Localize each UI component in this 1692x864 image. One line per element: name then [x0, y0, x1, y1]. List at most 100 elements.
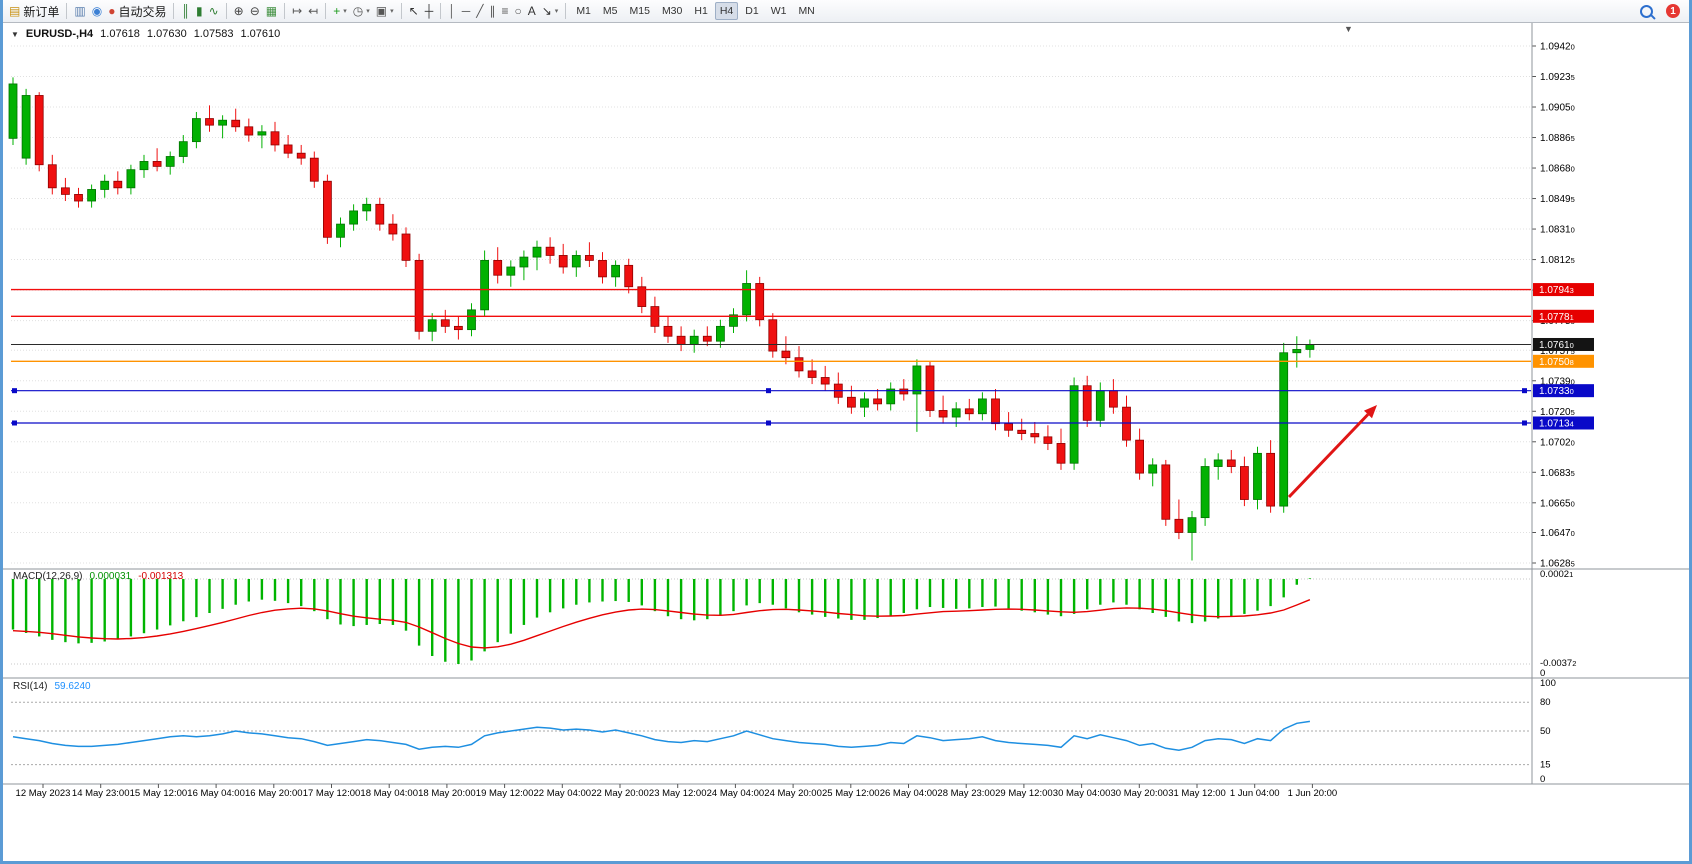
tile-windows-button[interactable]: ▦ [263, 2, 280, 21]
chart-end-marker-icon[interactable]: ▼ [1344, 24, 1353, 34]
rsi-line [12, 720, 1311, 751]
svg-text:24 May 04:00: 24 May 04:00 [707, 788, 765, 799]
chart-window: 1.09420 1.09235 1.09050 1.08865 1.08680 1.084… [3, 23, 1689, 861]
trendline-icon: ╱ [476, 4, 484, 18]
ohlc-low: 1.07583 [193, 28, 234, 40]
channel-button[interactable]: ∥ [486, 2, 498, 21]
toolbar-buttons: ▤ 新订单 ▥ ◉ ● 自动交易 ║ ▮ ∿ ⊕ ⊖ ▦ ↦ ↤ + ▾ ◷ ▾ ▣ ▾ ↖ ┼ │ ─ ╱ ∥ ≡ ○ A ↘ ▾ M1 M5… [6, 2, 821, 21]
new-order-button[interactable]: ▤ 新订单 [6, 2, 62, 21]
chart-shift-button[interactable]: ↤ [305, 2, 321, 21]
price-line-1.07508[interactable]: 1.07508 [11, 354, 1594, 368]
timeframe-m15-button[interactable]: M15 [629, 5, 650, 17]
timeframe-m30-button[interactable]: M30 [661, 5, 683, 17]
svg-text:25 May 12:00: 25 May 12:00 [822, 788, 880, 799]
periods-button[interactable]: ◷ ▾ [350, 2, 373, 21]
bar-chart-button[interactable]: ║ [178, 2, 193, 21]
svg-text:100: 100 [1540, 678, 1556, 689]
text-button[interactable]: A [525, 2, 539, 21]
chart-shift-icon: ↤ [308, 4, 319, 18]
pane-dividers [3, 23, 1689, 785]
cursor-button[interactable]: ↖ [406, 2, 422, 21]
vertical-line-button[interactable]: │ [445, 2, 459, 21]
toolbar-separator [284, 3, 286, 19]
chart-collapse-icon[interactable]: ▼ [11, 29, 19, 39]
trend-arrow-annotation[interactable] [1287, 405, 1377, 499]
indicators-button[interactable]: + ▾ [330, 2, 350, 21]
svg-text:1 Jun 20:00: 1 Jun 20:00 [1288, 788, 1338, 799]
toolbar-separator [325, 3, 327, 19]
timeframe-d1-button[interactable]: D1 [745, 5, 759, 17]
price-tag [1533, 416, 1594, 430]
dropdown-icon: ▾ [366, 8, 370, 15]
horizontal-line-button[interactable]: ─ [459, 2, 474, 21]
svg-text:1.06470: 1.06470 [1540, 528, 1575, 539]
timeframe-h1-button[interactable]: H1 [694, 5, 708, 17]
dropdown-icon: ▾ [554, 8, 559, 15]
rsi-name: RSI(14) [13, 681, 48, 692]
auto-trading-icon: ● [108, 4, 116, 18]
arrows-button[interactable]: ↘ ▾ [539, 2, 562, 21]
fibonacci-icon: ≡ [501, 4, 509, 18]
svg-text:15 May 12:00: 15 May 12:00 [130, 788, 188, 799]
svg-text:1.08125: 1.08125 [1540, 255, 1575, 266]
vertical-line-icon: │ [448, 4, 456, 18]
auto-scroll-button[interactable]: ↦ [289, 2, 305, 21]
svg-text:1.09420: 1.09420 [1540, 42, 1575, 53]
auto-trading-button[interactable]: ● 自动交易 [105, 2, 169, 21]
toolbar-separator [440, 3, 442, 19]
svg-text:0: 0 [1540, 774, 1545, 785]
price-line-1.07781[interactable]: 1.07781 [11, 309, 1594, 323]
svg-text:1.07508: 1.07508 [1539, 357, 1574, 368]
svg-text:1.06285: 1.06285 [1540, 558, 1575, 569]
price-line-1.07943[interactable]: 1.07943 [11, 283, 1594, 297]
auto-trading-label: 自动交易 [118, 4, 167, 19]
svg-text:26 May 04:00: 26 May 04:00 [880, 788, 938, 799]
charts-icon: ▥ [74, 4, 86, 18]
notification-badge[interactable]: 1 [1666, 4, 1680, 18]
price-line-1.07330[interactable]: 1.07330 [11, 384, 1594, 398]
price-line-1.07134[interactable]: 1.07134 [11, 416, 1594, 430]
timeframe-mn-button[interactable]: MN [798, 5, 815, 17]
rsi-value: 59.6240 [54, 681, 91, 692]
timeframe-w1-button[interactable]: W1 [770, 5, 787, 17]
text-icon: A [527, 4, 536, 18]
svg-text:80: 80 [1540, 697, 1551, 708]
price-tag [1533, 283, 1594, 297]
candlestick-chart-icon: ▮ [195, 4, 203, 18]
zoom-in-button[interactable]: ⊕ [231, 2, 247, 21]
templates-icon: ▣ [375, 4, 388, 18]
timeframe-m5-button[interactable]: M5 [602, 5, 618, 17]
crosshair-button[interactable]: ┼ [422, 2, 437, 21]
fibonacci-button[interactable]: ≡ [498, 2, 511, 21]
timeframe-m1-button[interactable]: M1 [576, 5, 591, 17]
chart-ohlc-label: ▼ EURUSD-,H4 1.07618 1.07630 1.07583 1.0… [11, 28, 280, 40]
price-tag [1533, 384, 1594, 398]
price-tag [1533, 337, 1594, 351]
svg-text:28 May 23:00: 28 May 23:00 [937, 788, 995, 799]
svg-text:1.08680: 1.08680 [1540, 164, 1575, 175]
charts-button[interactable]: ▥ [71, 2, 88, 21]
line-chart-button[interactable]: ∿ [206, 2, 222, 21]
svg-text:1.07205: 1.07205 [1540, 407, 1575, 418]
shapes-button[interactable]: ○ [511, 2, 524, 21]
current-price-line-1.07610[interactable]: 1.07610 [11, 337, 1594, 351]
horizontal-price-lines: 1.07943 1.07781 1.07610 1.07508 1.07330 1.071… [11, 283, 1594, 430]
chart-canvas[interactable]: 1.09420 1.09235 1.09050 1.08865 1.08680 1.084… [3, 23, 1689, 861]
line-chart-icon: ∿ [208, 4, 219, 18]
svg-text:30 May 04:00: 30 May 04:00 [1053, 788, 1111, 799]
price-tag [1533, 309, 1594, 323]
svg-text:1.07020: 1.07020 [1540, 437, 1575, 448]
candlestick-chart-button[interactable]: ▮ [193, 2, 206, 21]
svg-text:-0.00372: -0.00372 [1540, 658, 1576, 669]
main-toolbar: ▤ 新订单 ▥ ◉ ● 自动交易 ║ ▮ ∿ ⊕ ⊖ ▦ ↦ ↤ + ▾ ◷ ▾ ▣ ▾ ↖ ┼ │ ─ ╱ ∥ ≡ ○ A ↘ ▾ M1 M5… [3, 0, 1689, 23]
rsi-label: RSI(14) 59.6240 [13, 681, 91, 692]
svg-text:1.08865: 1.08865 [1540, 133, 1575, 144]
templates-button[interactable]: ▣ ▾ [373, 2, 397, 21]
search-button[interactable] [1637, 2, 1656, 21]
market-watch-button[interactable]: ◉ [89, 2, 105, 21]
svg-text:14 May 23:00: 14 May 23:00 [72, 788, 130, 799]
zoom-out-button[interactable]: ⊖ [247, 2, 263, 21]
trendline-button[interactable]: ╱ [473, 2, 486, 21]
timeframe-h4-button[interactable]: H4 [714, 2, 739, 20]
